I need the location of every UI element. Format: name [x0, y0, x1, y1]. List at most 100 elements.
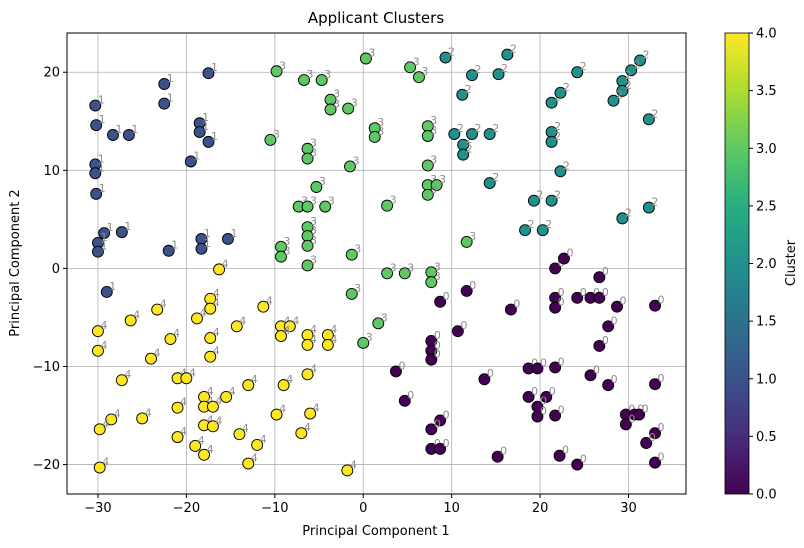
point-marker: [158, 78, 171, 90]
point-marker: [545, 96, 558, 109]
point-cluster-label: 3: [377, 116, 384, 129]
point-cluster-label: 2: [625, 69, 632, 82]
point-cluster-label: 4: [330, 323, 337, 336]
point-marker: [642, 113, 655, 126]
point-cluster-label: 4: [283, 314, 290, 327]
point-marker: [204, 302, 217, 315]
colorbar-ticks: 0.0 0.5 1.0 1.5 2.0 2.5 3.0 3.5 4.0: [749, 27, 777, 503]
y-tick-label: −10: [33, 360, 60, 375]
point-marker: [412, 71, 425, 84]
point-cluster-label: 2: [563, 159, 570, 172]
point-cluster-label: 3: [430, 124, 437, 137]
data-point: 4: [171, 396, 187, 414]
point-cluster-label: 4: [189, 366, 196, 379]
data-point: 3: [264, 128, 280, 146]
point-cluster-label: 1: [211, 130, 218, 143]
point-marker: [491, 450, 504, 463]
point-marker: [549, 301, 562, 314]
point-marker: [421, 159, 434, 172]
data-point: 0: [522, 385, 538, 403]
point-cluster-label: 4: [304, 421, 311, 434]
point-cluster-label: 3: [283, 245, 290, 258]
point-marker: [421, 130, 434, 142]
data-point: 0: [549, 404, 565, 422]
data-point: 3: [298, 68, 313, 87]
data-point: 1: [90, 182, 106, 200]
data-point: 0: [504, 298, 520, 316]
point-marker: [204, 350, 217, 363]
point-cluster-label: 2: [492, 171, 499, 184]
data-point: 3: [421, 183, 437, 201]
point-cluster-label: 4: [154, 347, 161, 360]
data-point: 2: [519, 218, 535, 237]
point-cluster-label: 0: [580, 286, 587, 299]
point-cluster-label: 0: [602, 334, 609, 347]
data-point: 0: [649, 372, 665, 391]
point-cluster-label: 2: [536, 189, 543, 202]
data-point: 2: [492, 62, 508, 81]
point-marker: [483, 177, 496, 190]
point-cluster-label: 3: [430, 183, 437, 196]
point-cluster-label: 2: [643, 48, 650, 61]
point-cluster-label: 0: [434, 437, 441, 450]
data-point: 3: [270, 59, 286, 78]
point-cluster-label: 4: [310, 362, 317, 375]
point-cluster-label: 2: [651, 196, 658, 209]
data-point: 3: [425, 270, 441, 289]
point-cluster-label: 0: [611, 314, 618, 327]
point-marker: [93, 423, 106, 436]
point-cluster-label: 4: [242, 422, 249, 435]
point-cluster-label: 0: [434, 348, 441, 361]
data-point: 4: [301, 362, 317, 381]
point-marker: [270, 65, 283, 78]
point-marker: [251, 439, 264, 451]
point-cluster-label: 0: [620, 295, 627, 308]
point-cluster-label: 2: [466, 143, 473, 156]
point-cluster-label: 0: [549, 385, 556, 398]
data-point: 4: [206, 414, 222, 433]
data-point: 4: [242, 373, 258, 392]
point-cluster-label: 2: [501, 62, 508, 75]
point-marker: [640, 437, 653, 449]
point-cluster-label: 4: [313, 402, 320, 415]
point-marker: [649, 427, 661, 440]
data-point: 3: [421, 124, 437, 142]
data-point: 0: [451, 319, 467, 338]
data-point: 2: [625, 58, 641, 77]
point-marker: [122, 129, 135, 141]
point-marker: [90, 187, 103, 200]
data-point: 1: [100, 280, 116, 298]
point-cluster-label: 4: [100, 339, 107, 352]
point-marker: [460, 235, 473, 248]
x-tick-label: 0: [359, 501, 367, 516]
point-marker: [519, 224, 532, 237]
point-cluster-label: 3: [310, 215, 317, 228]
point-marker: [91, 245, 104, 258]
point-cluster-label: 2: [554, 120, 561, 133]
point-cluster-label: 0: [593, 286, 600, 299]
data-point: 4: [198, 443, 214, 461]
point-marker: [171, 431, 184, 444]
point-marker: [616, 84, 629, 97]
point-marker: [649, 378, 661, 391]
data-point: 4: [136, 406, 152, 425]
data-point: 4: [233, 422, 249, 441]
data-point: 4: [191, 306, 206, 325]
point-marker: [162, 244, 175, 257]
point-cluster-label: 3: [381, 311, 388, 324]
data-point: 3: [301, 195, 317, 213]
point-cluster-label: 0: [642, 403, 649, 416]
point-marker: [345, 287, 358, 300]
data-point: 2: [642, 196, 658, 214]
point-marker: [504, 303, 517, 316]
point-cluster-label: 4: [330, 333, 337, 346]
point-marker: [315, 74, 328, 87]
point-marker: [421, 188, 434, 201]
data-point: 0: [425, 348, 441, 366]
point-cluster-label: 0: [434, 417, 441, 430]
data-point: 0: [602, 373, 618, 392]
point-marker: [649, 299, 661, 312]
data-point: 2: [456, 83, 472, 101]
